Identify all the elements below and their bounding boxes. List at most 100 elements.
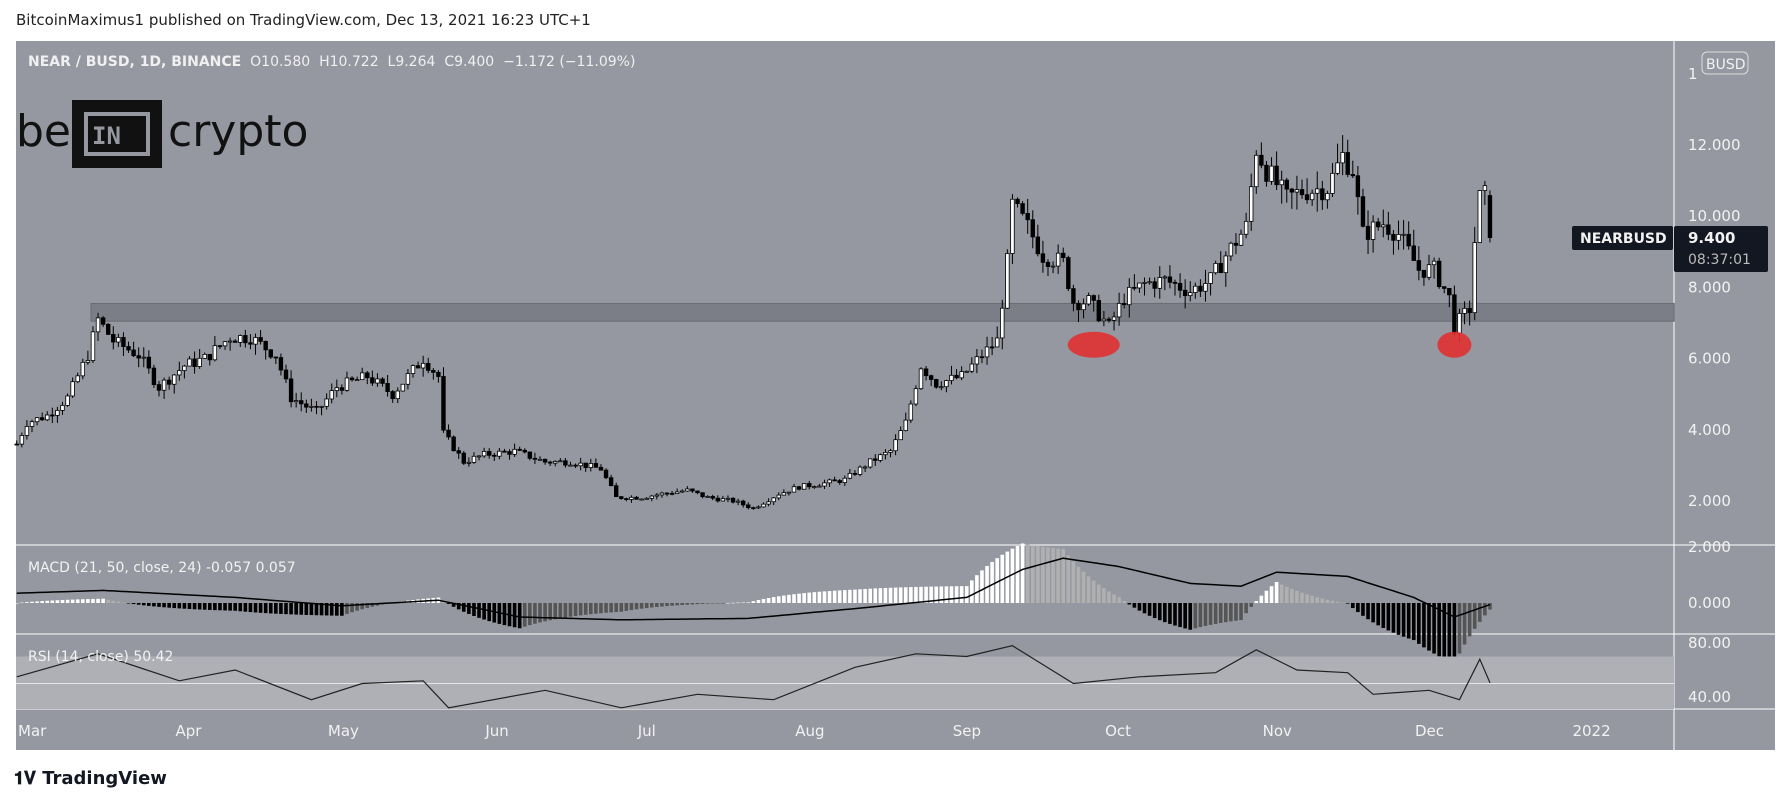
symbol-title: NEAR / BUSD, 1D, BINANCE — [28, 54, 242, 70]
macd-histogram-bar — [1163, 603, 1167, 623]
candle — [95, 317, 101, 333]
candle — [1325, 193, 1330, 201]
watermark-be: be — [16, 106, 71, 157]
macd-histogram-bar — [776, 596, 781, 603]
candle — [801, 483, 807, 490]
macd-histogram-bar — [268, 603, 273, 614]
candle — [1025, 213, 1030, 221]
candle — [90, 331, 96, 361]
macd-histogram-bar — [624, 603, 629, 611]
candle — [420, 362, 426, 369]
rsi-band — [16, 656, 1674, 709]
chart-frame[interactable] — [16, 41, 1775, 750]
low-value: 9.264 — [395, 54, 436, 70]
candle — [446, 429, 451, 438]
candle — [34, 417, 40, 423]
highlight-ellipse — [1067, 331, 1120, 358]
rsi-tick-label: 80.00 — [1688, 634, 1731, 652]
macd-histogram-bar — [40, 601, 44, 603]
macd-histogram-bar — [1396, 603, 1401, 635]
candle — [1101, 318, 1107, 322]
candle — [207, 353, 212, 361]
macd-histogram-bar — [655, 603, 659, 607]
candle — [380, 378, 385, 384]
macd-histogram-bar — [1315, 597, 1320, 603]
candle — [1421, 269, 1427, 278]
macd-histogram-bar — [721, 603, 725, 604]
price-axis-top-label: 1 — [1688, 65, 1698, 83]
candle — [1294, 189, 1300, 193]
time-tick-label: Oct — [1105, 722, 1131, 740]
macd-histogram-bar — [1366, 603, 1370, 620]
candle — [624, 498, 629, 500]
candle — [588, 463, 593, 468]
candle — [1096, 299, 1101, 322]
candle — [868, 458, 873, 468]
candle — [913, 388, 919, 405]
macd-histogram-bar — [959, 586, 964, 603]
candle — [486, 451, 492, 456]
candle — [1172, 281, 1178, 284]
candle — [1304, 194, 1310, 201]
tradingview-logo[interactable]: 𝟏𝐕 TradingView — [14, 768, 167, 789]
candle — [116, 337, 121, 343]
candle — [1081, 303, 1086, 311]
candle — [817, 485, 822, 488]
macd-histogram-bar — [1340, 602, 1345, 604]
time-tick-label: Sep — [953, 722, 981, 740]
macd-histogram-bar — [1300, 592, 1304, 603]
candle — [1396, 234, 1401, 241]
change-value: −1.172 (−11.09%) — [503, 54, 636, 70]
candle — [1030, 219, 1035, 238]
macd-histogram-bar — [1213, 603, 1218, 624]
candle — [354, 379, 360, 382]
macd-histogram-bar — [86, 599, 90, 603]
high-value: 10.722 — [329, 54, 379, 70]
macd-histogram-bar — [1361, 603, 1365, 616]
macd-histogram-bar — [533, 603, 537, 624]
candle — [400, 383, 406, 392]
candle — [238, 335, 243, 343]
macd-histogram-bar — [1076, 566, 1081, 603]
macd-histogram-bar — [878, 588, 883, 603]
candle — [1050, 265, 1056, 268]
macd-histogram-bar — [771, 597, 776, 603]
candle — [111, 333, 116, 343]
candle — [334, 387, 339, 392]
price-tick-label: 2.000 — [1688, 492, 1731, 510]
macd-histogram-bar — [1386, 603, 1391, 631]
macd-histogram-bar — [644, 603, 649, 609]
candle — [217, 345, 223, 348]
price-tick-label: 10.000 — [1688, 207, 1741, 225]
macd-histogram-bar — [228, 603, 232, 611]
macd-histogram-bar — [883, 587, 888, 603]
candle — [1386, 224, 1391, 235]
candle — [24, 426, 30, 436]
candle — [812, 486, 817, 489]
macd-histogram-bar — [695, 603, 700, 605]
candle — [1238, 233, 1244, 246]
candle — [497, 450, 502, 457]
candle — [1457, 312, 1462, 334]
time-tick-label: May — [328, 722, 359, 740]
price-tag-countdown: 08:37:01 — [1688, 252, 1751, 268]
macd-histogram-bar — [731, 602, 735, 604]
candle — [537, 458, 543, 461]
candle — [984, 346, 990, 358]
time-tick-label: Aug — [795, 722, 824, 740]
macd-histogram-bar — [1345, 603, 1350, 604]
macd-histogram-bar — [218, 603, 222, 611]
candle — [1061, 252, 1066, 258]
macd-histogram-bar — [1325, 599, 1330, 603]
candle — [898, 430, 903, 441]
macd-histogram-bar — [1467, 603, 1472, 637]
macd-histogram-bar — [583, 603, 588, 615]
macd-histogram-bar — [172, 603, 177, 609]
macd-histogram-bar — [649, 603, 654, 608]
price-tag-value: 9.400 — [1688, 229, 1735, 247]
macd-histogram-bar — [81, 599, 85, 603]
time-tick-label: Dec — [1415, 722, 1444, 740]
macd-line — [16, 557, 1491, 621]
candle — [1264, 164, 1269, 182]
